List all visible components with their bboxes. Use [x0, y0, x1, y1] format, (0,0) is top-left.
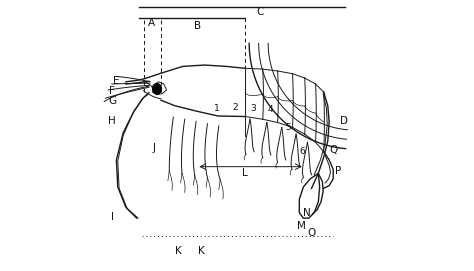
Text: G: G: [108, 96, 117, 106]
Text: H: H: [109, 116, 116, 125]
Text: F: F: [109, 86, 115, 96]
Text: B: B: [194, 21, 201, 31]
Text: J: J: [153, 143, 156, 153]
Text: 5: 5: [286, 123, 292, 132]
Text: 3: 3: [250, 104, 256, 113]
Text: D: D: [340, 116, 348, 125]
Text: C: C: [256, 7, 264, 17]
Text: P: P: [336, 166, 342, 176]
Text: Q: Q: [329, 146, 337, 155]
Ellipse shape: [153, 84, 161, 94]
Text: O: O: [308, 228, 316, 238]
Text: M: M: [297, 221, 306, 231]
Text: E: E: [113, 76, 119, 86]
Text: 4: 4: [268, 105, 273, 114]
Text: K: K: [175, 246, 182, 256]
Text: N: N: [303, 208, 311, 218]
Text: 2: 2: [233, 102, 238, 112]
Text: A: A: [148, 18, 155, 28]
Text: 6: 6: [299, 147, 305, 156]
Text: 1: 1: [214, 104, 219, 113]
Text: I: I: [111, 212, 114, 222]
Text: L: L: [242, 169, 248, 178]
Text: K: K: [199, 246, 205, 256]
